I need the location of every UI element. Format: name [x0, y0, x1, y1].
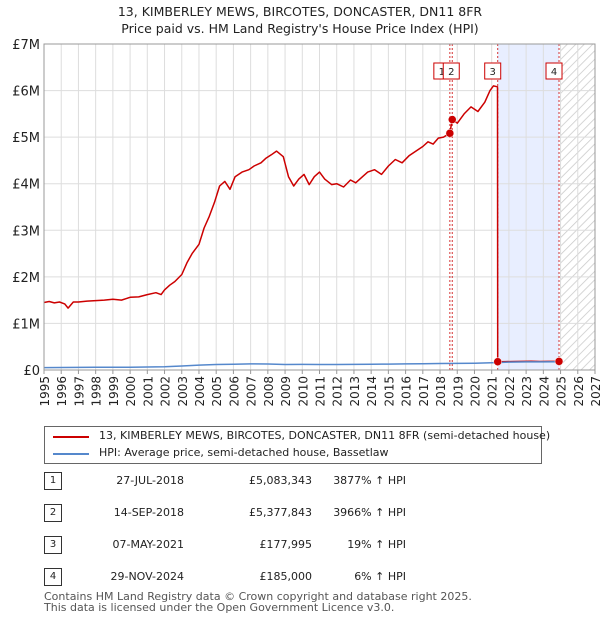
table-row: 3 07-MAY-2021 £177,995 19% ↑ HPI [44, 536, 564, 554]
y-tick-label: £6M [12, 85, 40, 100]
sale-date: 29-NOV-2024 [110, 570, 184, 583]
x-tick-label: 2018 [434, 376, 448, 407]
legend-swatch-hpi [53, 453, 89, 455]
sale-number-badge [545, 62, 563, 80]
sale-hpi-change: 6% ↑ HPI [354, 570, 406, 583]
x-tick-label: 2023 [520, 376, 534, 407]
x-tick-label: 2019 [451, 376, 465, 407]
x-tick-label: 2020 [468, 376, 482, 407]
x-tick-label: 2011 [314, 376, 328, 407]
x-tick-label: 2026 [572, 376, 586, 407]
x-tick-label: 2015 [382, 376, 396, 407]
legend-label-price: 13, KIMBERLEY MEWS, BIRCOTES, DONCASTER,… [99, 429, 551, 442]
hpi-line [43, 361, 560, 369]
sale-number-badge: 4 [44, 568, 62, 586]
x-tick-label: 2016 [400, 376, 414, 407]
x-tick-label: 2014 [365, 376, 379, 407]
sale-number-badge [442, 62, 460, 80]
sale-date: 07-MAY-2021 [112, 538, 184, 551]
footer-copyright: Contains HM Land Registry data © Crown c… [44, 590, 472, 603]
y-tick-label: £4M [12, 178, 40, 193]
x-tick-label: 2013 [348, 376, 362, 407]
sale-number-badge: 2 [44, 504, 62, 522]
sale-hpi-change: 3877% ↑ HPI [333, 474, 406, 487]
x-tick-label: 2010 [296, 376, 310, 407]
sale-point-marker [554, 357, 564, 366]
x-tick-label: 2024 [537, 376, 551, 407]
sale-number-label: 4 [551, 67, 557, 78]
x-tick-label: 2007 [245, 376, 259, 407]
chart-subtitle: Price paid vs. HM Land Registry's House … [121, 21, 479, 36]
sale-number-label: 2 [448, 67, 454, 78]
x-tick-label: 2008 [262, 376, 276, 407]
chart-title: 13, KIMBERLEY MEWS, BIRCOTES, DONCASTER,… [117, 4, 483, 19]
table-row: 4 29-NOV-2024 £185,000 6% ↑ HPI [44, 568, 564, 586]
sale-price: £5,083,343 [249, 474, 312, 487]
sale-date: 27-JUL-2018 [116, 474, 184, 487]
x-tick-label: 2025 [555, 376, 569, 407]
y-tick-label: £2M [12, 271, 40, 286]
x-tick-label: 1999 [107, 376, 121, 407]
table-row: 1 27-JUL-2018 £5,083,343 3877% ↑ HPI [44, 472, 564, 490]
sale-number-label: 1 [439, 67, 445, 78]
y-tick-label: £5M [12, 131, 40, 146]
sale-hpi-change: 3966% ↑ HPI [333, 506, 406, 519]
y-tick-label: £1M [12, 317, 40, 332]
sale-number-label: 3 [490, 67, 496, 78]
x-tick-label: 2017 [417, 376, 431, 407]
highlight-band [497, 44, 560, 370]
sale-price: £5,377,843 [249, 506, 312, 519]
footer-licence: This data is licensed under the Open Gov… [44, 601, 395, 614]
sale-number-badge: 3 [44, 536, 62, 554]
y-tick-label: £3M [12, 224, 40, 239]
sale-number-badge [484, 62, 502, 80]
x-tick-label: 2012 [331, 376, 345, 407]
x-tick-label: 2027 [589, 376, 600, 407]
y-tick-label: £0 [23, 364, 40, 379]
x-tick-label: 1995 [38, 376, 52, 407]
sale-price: £185,000 [259, 570, 313, 583]
legend-swatch-price [53, 436, 89, 438]
y-tick-label: £7M [12, 38, 40, 53]
x-tick-label: 2022 [503, 376, 517, 407]
x-tick-label: 2009 [279, 376, 293, 407]
sale-point-marker [448, 115, 457, 124]
x-tick-label: 2002 [159, 376, 173, 407]
sale-hpi-change: 19% ↑ HPI [347, 538, 406, 551]
sale-point-marker [445, 129, 455, 138]
x-tick-label: 1997 [72, 376, 86, 407]
x-tick-label: 2004 [193, 376, 207, 407]
legend: 13, KIMBERLEY MEWS, BIRCOTES, DONCASTER,… [44, 426, 550, 464]
price-paid-line [43, 85, 559, 363]
sale-point-marker [493, 357, 502, 366]
sale-price: £177,995 [259, 538, 313, 551]
x-tick-label: 1998 [90, 376, 104, 407]
sale-date: 14-SEP-2018 [113, 506, 184, 519]
table-row: 2 14-SEP-2018 £5,377,843 3966% ↑ HPI [44, 504, 564, 522]
x-tick-label: 2005 [210, 376, 224, 407]
sale-number-badge: 1 [44, 472, 62, 490]
x-tick-label: 2006 [227, 376, 241, 407]
x-tick-label: 2021 [486, 376, 500, 407]
x-tick-label: 2001 [141, 376, 155, 407]
x-tick-label: 2003 [176, 376, 190, 407]
x-tick-label: 2000 [124, 376, 138, 407]
x-tick-label: 1996 [55, 376, 69, 407]
legend-label-hpi: HPI: Average price, semi-detached house,… [99, 446, 389, 459]
